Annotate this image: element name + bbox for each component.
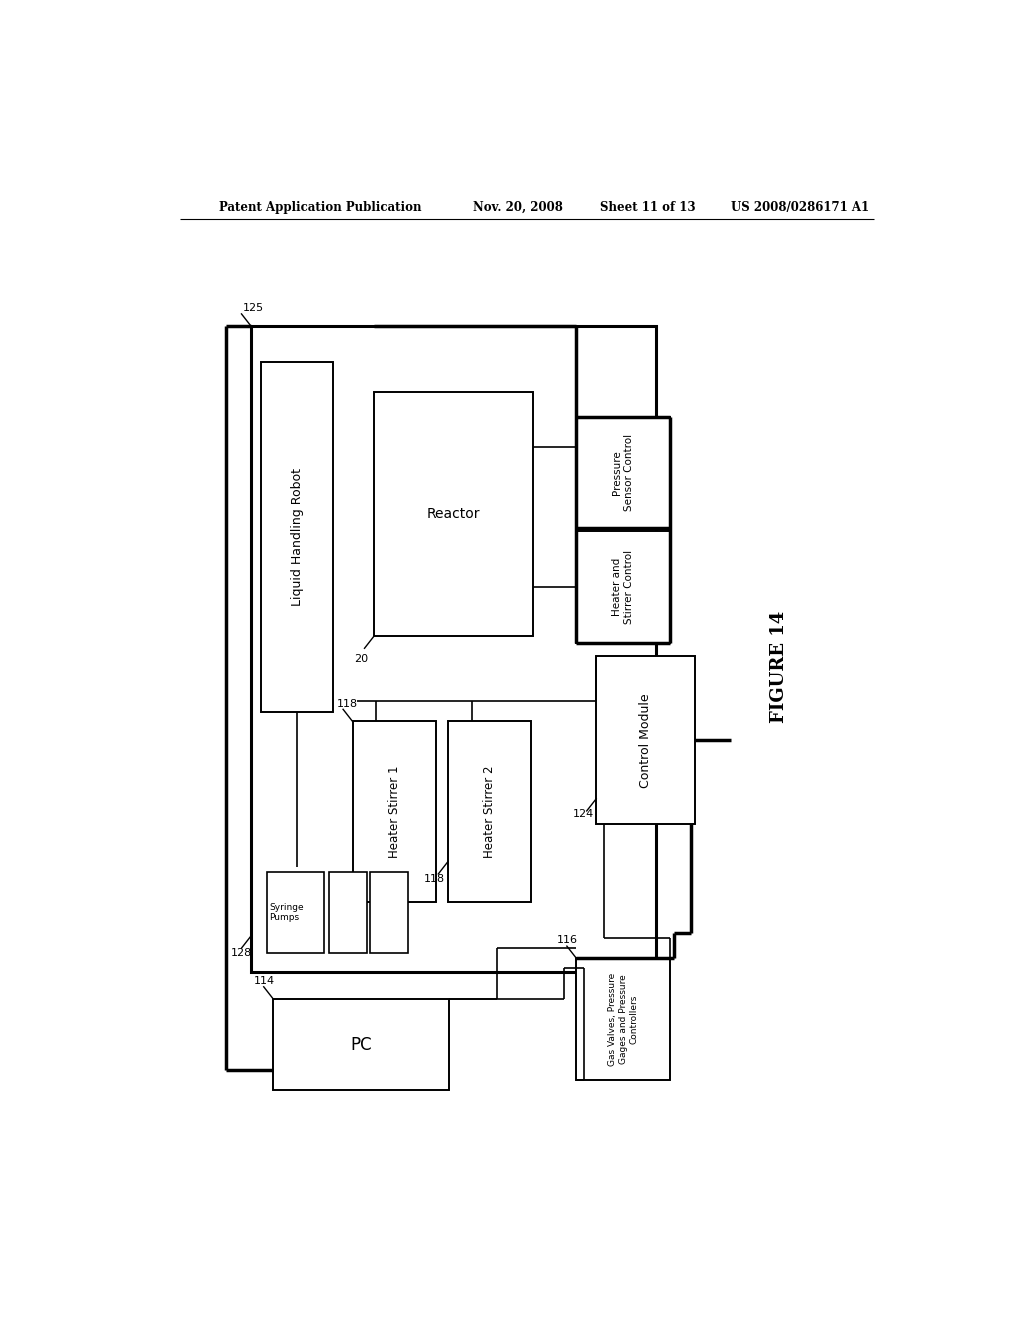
Bar <box>261 362 333 713</box>
Bar <box>329 873 367 953</box>
Text: 118: 118 <box>424 874 445 884</box>
Text: US 2008/0286171 A1: US 2008/0286171 A1 <box>731 201 869 214</box>
Bar <box>577 958 670 1080</box>
Bar <box>577 417 670 528</box>
Text: Pressure
Sensor Control: Pressure Sensor Control <box>612 434 634 511</box>
Text: PC: PC <box>350 1036 372 1053</box>
Bar <box>370 873 409 953</box>
Bar <box>267 873 324 953</box>
Bar <box>577 532 670 643</box>
Text: Syringe
Pumps: Syringe Pumps <box>269 903 304 923</box>
Text: Reactor: Reactor <box>427 507 480 521</box>
Text: Heater Stirrer 1: Heater Stirrer 1 <box>388 766 400 858</box>
Bar <box>251 326 655 972</box>
Text: 116: 116 <box>556 935 578 945</box>
Bar <box>352 722 436 903</box>
Text: Heater Stirrer 2: Heater Stirrer 2 <box>483 766 496 858</box>
Text: 125: 125 <box>243 302 264 313</box>
Text: Sheet 11 of 13: Sheet 11 of 13 <box>600 201 696 214</box>
Text: 114: 114 <box>253 975 274 986</box>
Text: Patent Application Publication: Patent Application Publication <box>219 201 422 214</box>
Text: Gas Valves, Pressure
Gages and Pressure
Controllers: Gas Valves, Pressure Gages and Pressure … <box>608 973 638 1067</box>
Text: Heater and
Stirrer Control: Heater and Stirrer Control <box>612 550 634 624</box>
Bar <box>596 656 695 824</box>
Text: 118: 118 <box>337 700 357 709</box>
Text: Liquid Handling Robot: Liquid Handling Robot <box>291 469 303 606</box>
Text: 20: 20 <box>354 655 369 664</box>
Bar <box>447 722 531 903</box>
Bar <box>273 999 450 1090</box>
Text: FIGURE 14: FIGURE 14 <box>770 610 787 723</box>
Bar <box>374 392 532 636</box>
Text: Control Module: Control Module <box>639 693 652 788</box>
Text: Nov. 20, 2008: Nov. 20, 2008 <box>473 201 563 214</box>
Text: 128: 128 <box>231 948 253 958</box>
Text: 124: 124 <box>572 809 594 818</box>
